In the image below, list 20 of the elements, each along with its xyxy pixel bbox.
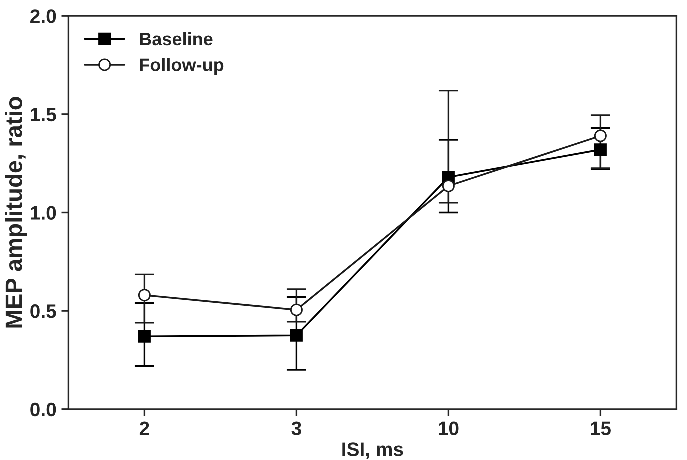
y-axis-title: MEP amplitude, ratio [5,97,28,328]
point [442,180,455,192]
legend-label: Follow-up [140,58,224,76]
x-tick-label: 2 [140,422,150,436]
y-tick-label: 1.5 [31,108,56,122]
x-tick-label: 15 [591,422,611,436]
point [290,304,303,316]
point [138,330,151,343]
y-tick-label: 0.5 [30,304,56,318]
x-axis-title: ISI, ms [342,442,404,460]
point [138,289,151,302]
legend-label: Baseline [140,32,213,46]
point [594,130,607,142]
y-tick-label: 2.0 [30,10,56,24]
x-tick-label: 10 [439,422,459,436]
x-tick-label: 3 [292,422,302,436]
point [594,144,607,156]
y-tick-label: 1.0 [31,206,56,220]
point [290,329,303,342]
y-tick-label: 0.0 [30,402,56,417]
